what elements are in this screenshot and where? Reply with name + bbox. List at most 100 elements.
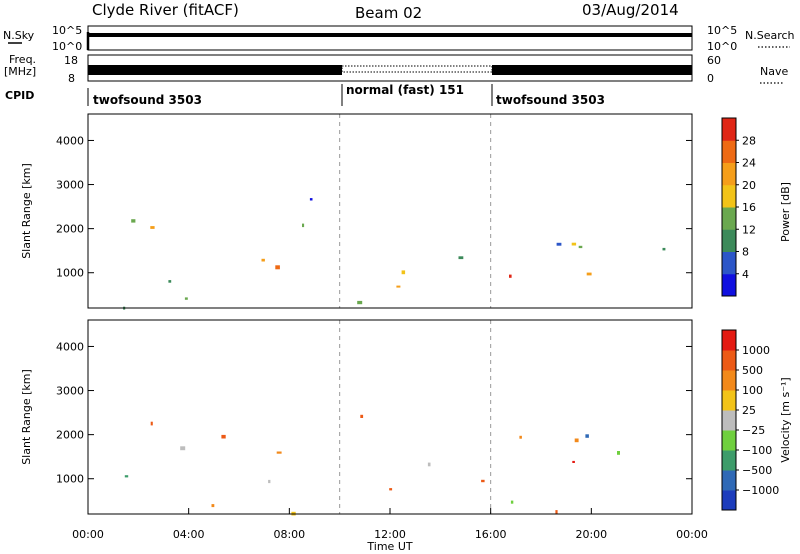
colorbar-swatch [722, 450, 736, 471]
velocity-grid [339, 320, 492, 514]
cpid-segment-1: twofsound 3503 [93, 93, 202, 107]
power-cell [578, 245, 583, 249]
power-cell [396, 285, 401, 288]
colorbar-tick-label: 500 [742, 364, 763, 377]
nave-label: Nave [760, 65, 788, 78]
noise-ytick-bottom: 10^0 [52, 40, 82, 53]
noise-ytick-top: 10^5 [52, 24, 82, 37]
colorbar-swatch [722, 370, 736, 391]
colorbar-tick-label: −500 [742, 464, 772, 477]
velocity-cell [180, 446, 186, 451]
velocity-cell [276, 451, 282, 454]
velocity-yticks: 1000 2000 3000 4000 [56, 340, 692, 486]
freq-ytick-bottom: 8 [68, 72, 75, 85]
colorbar-swatch [722, 430, 736, 451]
colorbar-tick-label: 28 [742, 134, 756, 147]
colorbar-swatch [722, 229, 736, 252]
freq-series-2 [341, 65, 493, 73]
colorbar-tick-label: 8 [742, 246, 749, 259]
ytick-label: 4000 [56, 340, 84, 353]
colorbar-tick-label: 25 [742, 404, 756, 417]
velocity-cell [617, 451, 620, 455]
ytick-label: 2000 [56, 223, 84, 236]
velocity-cell [519, 435, 522, 439]
power-cell [275, 265, 280, 270]
colorbar-swatch [722, 490, 736, 511]
power-cell [309, 198, 313, 201]
power-cell [662, 247, 666, 251]
velocity-cell [585, 434, 589, 438]
power-cell [261, 258, 265, 262]
colorbar-tick-label: −100 [742, 444, 772, 457]
velocity-cell [221, 434, 226, 439]
xtick-label: 08:00 [273, 528, 305, 541]
colorbar-tick-label: 24 [742, 157, 756, 170]
freq-label: Freq. [9, 53, 36, 66]
colorbar-swatch [722, 184, 736, 208]
ytick-label: 2000 [56, 429, 84, 442]
xtick-label: 00:00 [676, 528, 708, 541]
xtick-label: 12:00 [374, 528, 406, 541]
colorbar-tick-label: 1000 [742, 344, 770, 357]
colorbar-tick-label: −25 [742, 424, 765, 437]
velocity-cell [481, 479, 485, 483]
colorbar-swatch [722, 350, 736, 371]
time-xlabel: Time UT [366, 540, 412, 553]
colorbar-swatch [722, 273, 736, 297]
colorbar-swatch [722, 410, 736, 431]
xtick-label: 00:00 [72, 528, 104, 541]
colorbar-tick-label: 12 [742, 223, 756, 236]
velocity-colorbar: 1000 500 100 25 −25 −100 −500 −1000 [721, 329, 779, 511]
power-panel: 1000 2000 3000 4000 Slant Range [km] [20, 113, 693, 310]
power-grid [339, 114, 492, 308]
power-colorbar: 4 8 12 16 20 24 28 [721, 117, 756, 297]
velocity-cell [268, 479, 271, 484]
colorbar-swatch [722, 207, 736, 230]
power-frame [87, 113, 693, 309]
noise-series [88, 33, 692, 37]
velocity-cell [555, 510, 558, 514]
power-cell [458, 256, 464, 260]
freq-ytick-top: 18 [64, 54, 78, 67]
ytick-label: 4000 [56, 134, 84, 147]
nsearch-label: N.Search [745, 29, 795, 42]
velocity-cell [124, 475, 129, 478]
xtick-label: 20:00 [575, 528, 607, 541]
freq-panel: 18 8 60 0 [64, 54, 721, 85]
power-ylabel: Slant Range [km] [20, 163, 33, 259]
colorbar-swatch [722, 330, 736, 351]
power-cell [168, 280, 172, 283]
power-yticks: 1000 2000 3000 4000 [56, 134, 692, 280]
velocity-cell [389, 488, 393, 491]
velocity-cell [211, 504, 215, 508]
power-cell [556, 242, 562, 246]
ytick-label: 3000 [56, 385, 84, 398]
cpid-label: CPID [5, 89, 34, 102]
power-cell [131, 219, 136, 223]
colorbar-tick-label: 16 [742, 201, 756, 214]
power-cell [509, 274, 512, 278]
colorbar-swatch [722, 162, 736, 186]
power-cell [357, 300, 363, 305]
cpid-bar: twofsound 3503 normal (fast) 151 twofsou… [87, 83, 605, 107]
colorbar-swatch [722, 251, 736, 275]
velocity-cell [427, 462, 431, 467]
ytick-label: 1000 [56, 473, 84, 486]
colorbar-tick-label: 20 [742, 179, 756, 192]
freq-unit-label: [MHz] [4, 65, 36, 78]
velocity-cell [510, 500, 514, 504]
ytick-label: 1000 [56, 267, 84, 280]
colorbar-frame [721, 329, 737, 511]
colorbar-tick-label: 4 [742, 268, 749, 281]
nave-ytick-top: 60 [707, 54, 721, 67]
colorbar-swatch [722, 140, 736, 163]
velocity-colorbar-label: Velocity [m s⁻¹] [779, 377, 792, 462]
velocity-cell [360, 414, 364, 418]
colorbar-swatch [722, 118, 736, 141]
noise-ytick-bottom-right: 10^0 [707, 40, 737, 53]
velocity-cell [574, 438, 579, 443]
noise-ytick-top-right: 10^5 [707, 24, 737, 37]
nave-ytick-bottom: 0 [707, 72, 714, 85]
colorbar-swatch [722, 390, 736, 411]
date-title: 03/Aug/2014 [582, 1, 679, 19]
